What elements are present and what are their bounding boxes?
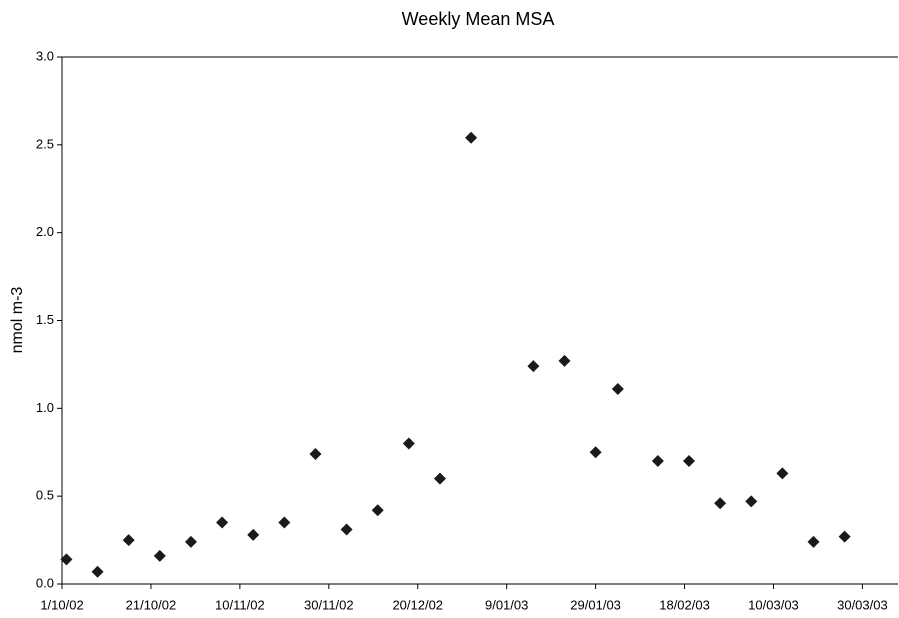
- marker: [247, 528, 260, 541]
- chart-title: Weekly Mean MSA: [402, 9, 555, 29]
- x-tick-label: 29/01/03: [570, 597, 621, 612]
- x-tick-label: 30/11/02: [304, 597, 354, 612]
- y-axis-label: nmol m-3: [9, 287, 26, 354]
- marker: [838, 530, 851, 543]
- marker: [776, 467, 789, 480]
- y-tick-label: 1.5: [36, 312, 54, 327]
- x-tick-label: 1/10/02: [40, 597, 83, 612]
- marker: [527, 360, 540, 373]
- x-tick-label: 30/03/03: [837, 597, 888, 612]
- x-tick-label: 18/02/03: [659, 597, 710, 612]
- y-tick-label: 1.0: [36, 400, 54, 415]
- marker: [216, 516, 229, 529]
- marker: [714, 497, 727, 510]
- marker: [611, 383, 624, 396]
- marker: [60, 553, 73, 566]
- marker: [309, 448, 322, 461]
- x-tick-label: 10/03/03: [748, 597, 799, 612]
- marker: [651, 455, 664, 468]
- marker: [184, 535, 197, 548]
- y-tick-label: 0.0: [36, 575, 54, 590]
- marker: [278, 516, 291, 529]
- y-tick-label: 0.5: [36, 488, 54, 503]
- y-tick-label: 3.0: [36, 48, 54, 63]
- marker: [340, 523, 353, 536]
- y-tick-label: 2.5: [36, 136, 54, 151]
- x-tick-label: 10/11/02: [215, 597, 265, 612]
- marker: [122, 534, 135, 547]
- marker: [402, 437, 415, 450]
- marker: [745, 495, 758, 508]
- marker: [371, 504, 384, 517]
- marker: [433, 472, 446, 485]
- x-tick-label: 20/12/02: [392, 597, 443, 612]
- marker: [558, 354, 571, 367]
- x-tick-label: 9/01/03: [485, 597, 528, 612]
- marker: [683, 455, 695, 468]
- marker: [807, 535, 820, 548]
- marker: [465, 131, 478, 144]
- marker: [91, 565, 104, 578]
- marker: [153, 549, 166, 562]
- marker: [589, 446, 602, 459]
- y-tick-label: 2.0: [36, 224, 54, 239]
- x-tick-label: 21/10/02: [126, 597, 177, 612]
